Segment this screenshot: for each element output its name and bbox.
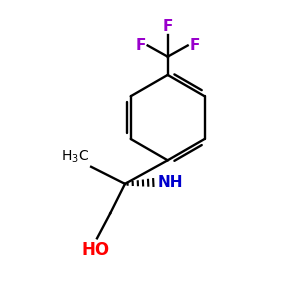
Text: F: F xyxy=(163,19,173,34)
Text: H$_3$C: H$_3$C xyxy=(61,149,89,165)
Text: F: F xyxy=(190,38,200,53)
Text: F: F xyxy=(136,38,146,53)
Text: NH: NH xyxy=(158,175,183,190)
Text: HO: HO xyxy=(82,241,110,259)
